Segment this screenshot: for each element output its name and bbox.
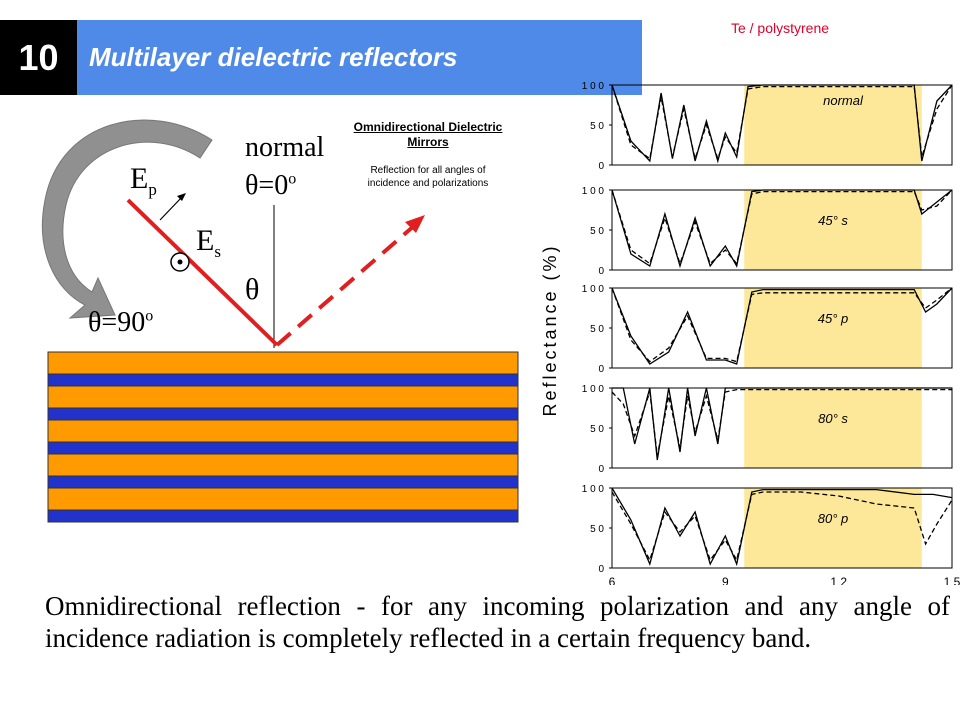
highlight-band (744, 190, 922, 270)
y-tick-label: 5 0 (590, 524, 604, 535)
y-tick-label: 1 0 0 (582, 284, 605, 295)
panel-label: 45° p (818, 311, 849, 326)
y-tick-label: 5 0 (590, 226, 604, 237)
orange-layer (47, 385, 519, 409)
theta-zero-label: θ=0o (245, 170, 297, 201)
y-tick-label: 0 (598, 161, 604, 172)
blue-layer (47, 441, 519, 455)
dashed-series-line (611, 491, 953, 562)
blue-layer (47, 407, 519, 421)
y-axis-label: Reflectance (%) (540, 243, 560, 416)
chart-panel: 0 5 0 1 0 0 normal (582, 81, 953, 172)
ep-arrow-head (177, 193, 186, 201)
theta-label: θ (245, 273, 260, 306)
highlight-band (744, 288, 922, 368)
y-tick-label: 0 (598, 464, 604, 475)
y-tick-label: 0 (598, 364, 604, 375)
y-tick-label: 1 0 0 (582, 186, 605, 197)
chart-panel: 0 5 0 1 0 0 80° s (582, 384, 953, 475)
panel-label: normal (823, 93, 864, 108)
blue-layer (47, 509, 519, 523)
y-tick-label: 1 0 0 (582, 81, 605, 92)
dielectric-layer-stack (47, 351, 519, 523)
orange-layer (47, 351, 519, 375)
x-tick-label: 1 2 (830, 575, 847, 585)
mirror-title: Omnidirectional Dielectric Mirrors (353, 120, 503, 149)
highlight-band (744, 85, 922, 165)
blue-layer (47, 373, 519, 387)
dashed-series-line (611, 287, 953, 363)
y-tick-label: 0 (598, 564, 604, 575)
ep-arrow (159, 196, 183, 221)
orange-layer (47, 419, 519, 443)
chart-panel: 0 5 0 1 0 0 45° s (582, 186, 953, 277)
ep-label: Ep (130, 162, 157, 199)
reflected-beam (275, 223, 417, 347)
y-tick-label: 1 0 0 (582, 484, 605, 495)
y-tick-label: 0 (598, 266, 604, 277)
y-tick-label: 5 0 (590, 424, 604, 435)
orange-layer (47, 487, 519, 511)
orange-layer (47, 453, 519, 477)
y-tick-label: 5 0 (590, 121, 604, 132)
reflectance-chart: Reflectance (%) 0 5 0 1 0 0 normal 0 5 0 1 0 0 4… (540, 81, 960, 585)
panel-label: 80° s (818, 411, 848, 426)
x-tick-label: 6 (609, 575, 616, 585)
normal-label: normal (245, 132, 325, 163)
body-text: Omnidirectional reflection - for any inc… (45, 591, 950, 653)
reflected-arrow-head (405, 215, 425, 233)
dashed-series-line (611, 189, 953, 266)
slide-number: 10 (0, 20, 77, 95)
highlight-band (744, 488, 922, 568)
y-tick-label: 5 0 (590, 324, 604, 335)
chart-panel: 0 5 0 1 0 0 80° p (582, 484, 953, 575)
y-tick-label: 1 0 0 (582, 384, 605, 395)
slide-title: Multilayer dielectric reflectors (77, 20, 642, 95)
highlight-band (744, 388, 922, 468)
blue-layer (47, 475, 519, 489)
dashed-series-line (611, 388, 952, 457)
panel-label: 80° p (818, 511, 849, 526)
panel-label: 45° s (818, 213, 848, 228)
theta-ninety-label: θ=90o (88, 307, 154, 338)
chart-top-label: Te / polystyrene (730, 20, 830, 36)
curved-arrow-icon (41, 119, 213, 319)
mirror-description: Reflection for all angles of incidence a… (367, 165, 489, 189)
x-tick-label: 9 (722, 575, 729, 585)
chart-panel: 0 5 0 1 0 0 45° p (582, 284, 953, 375)
x-tick-label: 1 5 (944, 575, 960, 585)
es-label: Es (196, 224, 221, 261)
incident-beam (126, 198, 279, 347)
dashed-series-line (611, 84, 953, 161)
